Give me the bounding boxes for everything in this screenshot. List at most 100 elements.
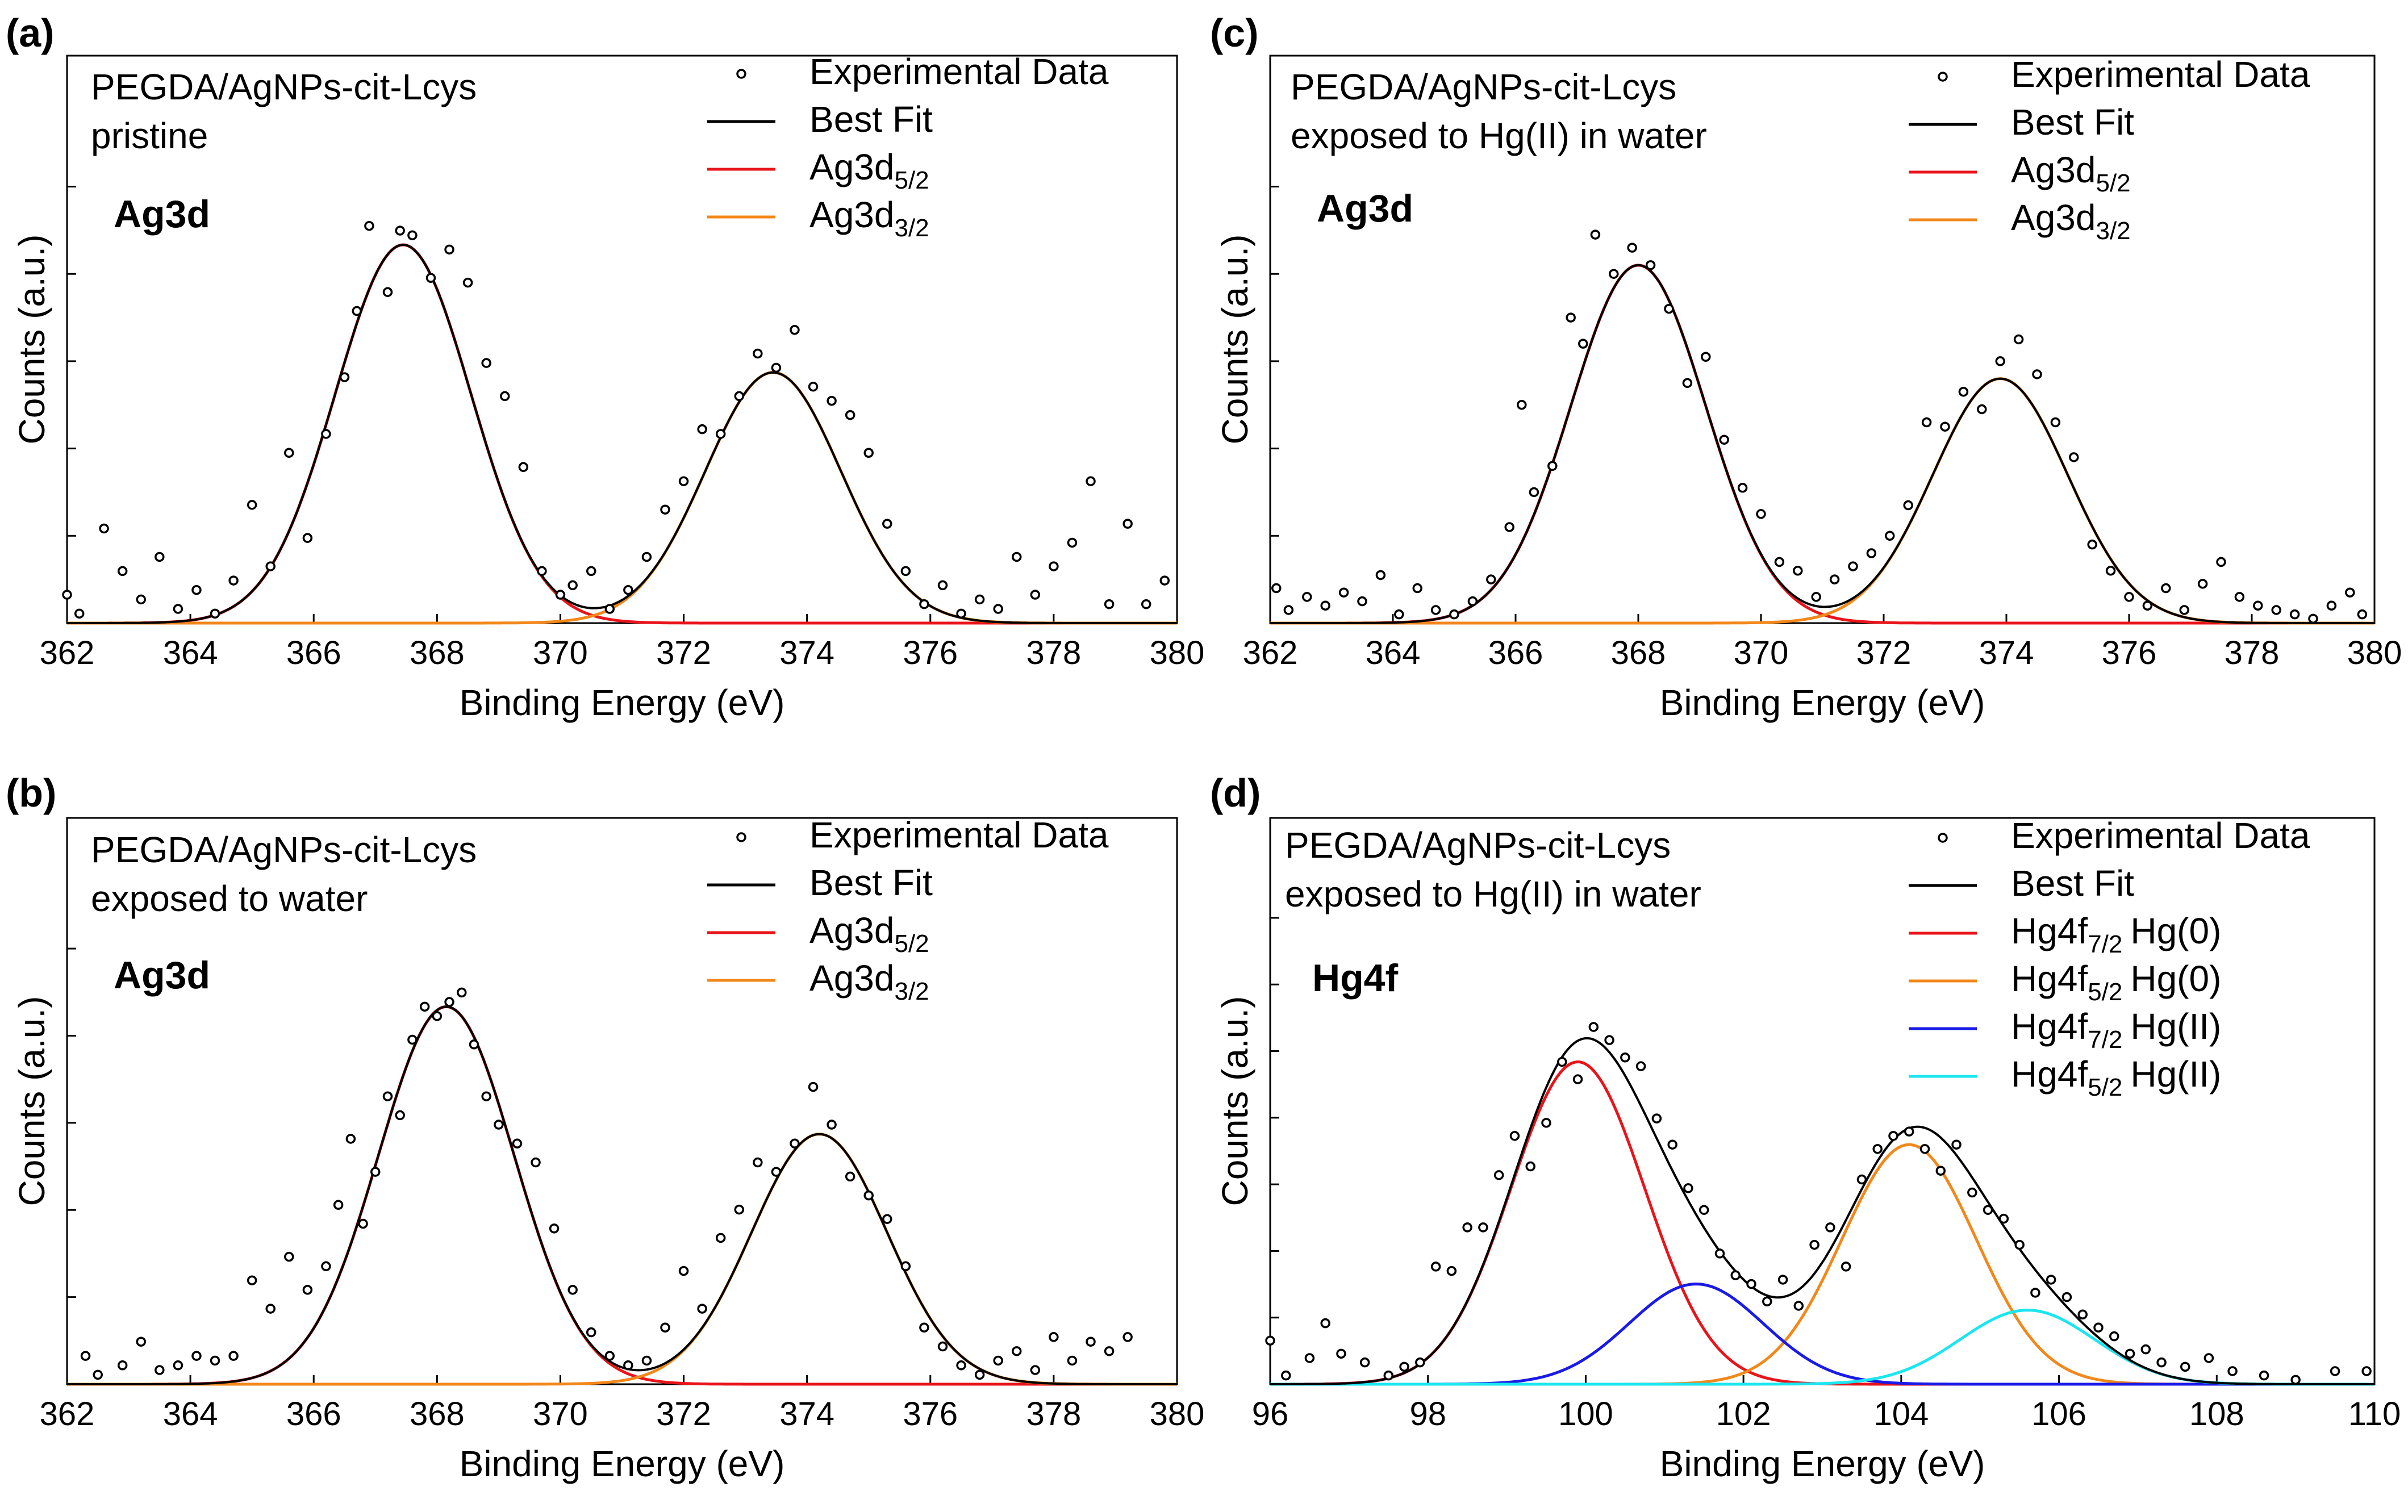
data-point	[136, 594, 147, 605]
x-axis-title: Binding Energy (eV)	[1660, 682, 1985, 723]
legend-label: Best Fit	[2011, 863, 2134, 904]
data-point	[1609, 269, 1619, 279]
data-point	[900, 1261, 911, 1272]
x-tick-label: 110	[2348, 1396, 2401, 1432]
x-axis-title: Binding Energy (eV)	[460, 1443, 785, 1484]
fit-components	[1270, 264, 2374, 625]
panel-letter: (b)	[6, 771, 56, 815]
data-point	[2234, 592, 2245, 602]
x-tick-label: 372	[656, 634, 711, 671]
legend-label: Hg4f7/2 Hg(0)	[2011, 910, 2221, 958]
data-point	[1627, 243, 1637, 253]
x-tick-label: 362	[1243, 634, 1298, 671]
x-tick-label: 368	[410, 634, 465, 671]
data-point	[364, 220, 374, 231]
data-point	[1504, 522, 1514, 532]
data-point	[993, 604, 1003, 614]
legend-label: Experimental Data	[809, 51, 1109, 92]
x-tick-label: 378	[1026, 1396, 1081, 1432]
data-point	[2014, 1239, 2025, 1250]
legend-label-main: Experimental Data	[809, 51, 1109, 92]
data-point	[136, 1336, 147, 1347]
x-tick-label: 364	[1366, 634, 1421, 671]
data-point	[1967, 1187, 1977, 1198]
data-point	[210, 608, 220, 619]
data-point	[1320, 600, 1330, 611]
data-point	[1958, 386, 1969, 397]
data-point	[790, 1138, 800, 1149]
x-tick-label: 100	[1558, 1396, 1613, 1432]
data-point	[2069, 452, 2079, 462]
data-point	[586, 566, 596, 577]
legend-label-subscript: 7/2	[2088, 1026, 2122, 1054]
data-point	[1590, 229, 1601, 240]
data-point	[2087, 539, 2097, 550]
x-tick-label: 368	[1611, 634, 1666, 671]
data-point	[1030, 590, 1041, 600]
data-point	[1872, 1144, 1883, 1154]
data-point	[1701, 352, 1711, 362]
data-point	[1604, 1035, 1614, 1045]
data-point	[2361, 1366, 2372, 1376]
data-point	[284, 448, 294, 458]
data-point	[1714, 1248, 1725, 1259]
data-point	[155, 552, 165, 562]
x-tick-label: 374	[779, 634, 834, 671]
experimental-data	[80, 987, 1133, 1380]
data-point	[2326, 600, 2337, 611]
data-point	[1829, 574, 1840, 584]
legend-label-main: Ag3d	[2011, 197, 2096, 238]
data-point	[462, 277, 473, 288]
x-tick-label: 362	[40, 634, 95, 671]
data-point	[771, 362, 782, 373]
data-point	[919, 599, 929, 609]
y-axis-title: Counts (a.u.)	[1215, 996, 1255, 1206]
data-point	[358, 1218, 368, 1229]
x-tick-label: 380	[1150, 1396, 1205, 1432]
sample-name: PEGDA/AgNPs-cit-Lcys	[1285, 825, 1671, 866]
x-tick-label: 376	[2102, 634, 2157, 671]
data-point	[2030, 1288, 2040, 1298]
legend-label-suffix: Hg(II)	[2130, 1054, 2221, 1095]
panel-a: 362 364 366 368 370 372 374 376 378 380 Binding En…	[6, 11, 1204, 723]
data-point	[494, 1120, 504, 1130]
data-point	[1104, 599, 1115, 609]
legend-label-subscript: 5/2	[894, 166, 929, 194]
data-point	[1399, 1361, 1409, 1372]
data-point	[1737, 483, 1748, 493]
legend-label-main: Best Fit	[809, 99, 933, 140]
data-point	[2013, 334, 2024, 345]
data-point	[247, 1275, 257, 1285]
data-point	[623, 1360, 633, 1371]
data-point	[1283, 605, 1294, 615]
data-point	[1903, 500, 1913, 511]
data-point	[228, 575, 239, 586]
data-point	[265, 561, 276, 571]
component-curve-0	[1270, 264, 2374, 625]
legend-label: Ag3d3/2	[809, 194, 929, 242]
data-point	[537, 566, 547, 577]
data-point	[117, 1360, 128, 1371]
data-point	[1809, 1239, 1819, 1250]
data-point	[1086, 1336, 1096, 1347]
data-point	[2308, 613, 2318, 624]
data-point	[1375, 570, 1386, 580]
data-point	[641, 552, 652, 562]
plot-frame	[66, 817, 1178, 1385]
component-curve-1	[1270, 377, 2374, 625]
y-axis-title: Counts (a.u.)	[11, 996, 52, 1206]
data-point	[2180, 1361, 2190, 1372]
legend-label-main: Hg4f	[2011, 1054, 2088, 1095]
data-point	[1578, 339, 1588, 349]
data-point	[74, 608, 85, 619]
data-point	[93, 1369, 103, 1380]
x-tick-label: 98	[1409, 1396, 1446, 1432]
data-point	[1793, 1301, 1804, 1311]
data-point	[1430, 605, 1441, 615]
data-point	[1977, 404, 1987, 415]
x-tick-label: 106	[2031, 1396, 2086, 1432]
data-point	[660, 504, 670, 515]
x-tick-label: 372	[1856, 634, 1912, 671]
data-point	[1885, 531, 1895, 541]
data-point	[1141, 599, 1151, 609]
